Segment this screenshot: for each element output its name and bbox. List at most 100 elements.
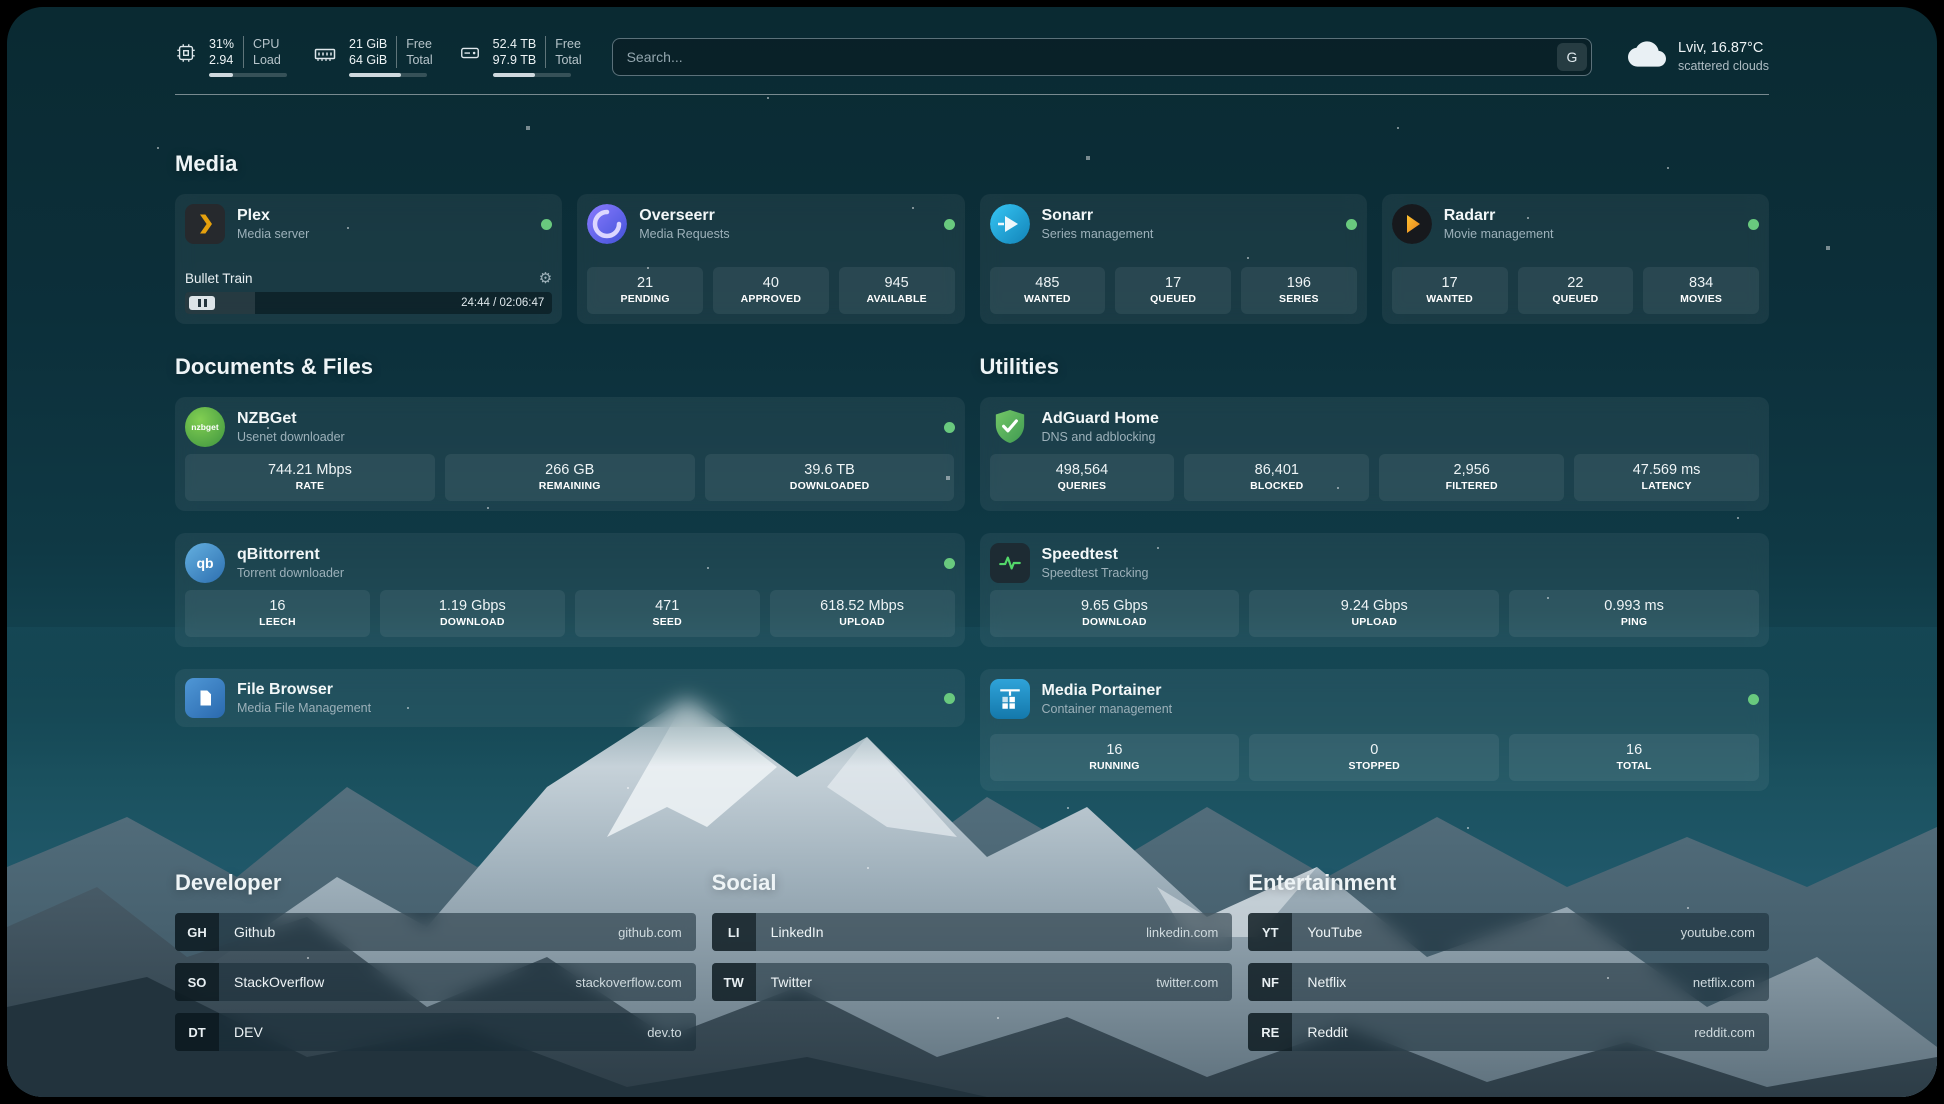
playback-time: 24:44 / 02:06:47 bbox=[461, 297, 545, 309]
pause-icon[interactable] bbox=[189, 296, 215, 310]
sonarr-stat-wanted: 485 WANTED bbox=[989, 267, 1106, 314]
radarr-card[interactable]: Radarr Movie management 17 WANTED 22 QUE… bbox=[1381, 194, 1769, 324]
utilities-section-title: Utilities bbox=[979, 354, 1059, 379]
link-netflix[interactable]: NF Netflix netflix.com bbox=[1248, 963, 1769, 1001]
social-section-title: Social bbox=[711, 870, 777, 895]
link-youtube[interactable]: YT YouTube youtube.com bbox=[1248, 913, 1769, 951]
status-dot bbox=[1748, 693, 1759, 705]
disk-free-value: 52.4 TB bbox=[492, 37, 537, 51]
ram-free-label: Free bbox=[406, 37, 432, 51]
link-twitter[interactable]: TW Twitter twitter.com bbox=[711, 963, 1233, 1001]
nzbget-icon: nzbget bbox=[185, 407, 225, 447]
cloud-icon bbox=[1627, 35, 1666, 78]
sonarr-stat-queued: 17 QUEUED bbox=[1115, 267, 1231, 314]
top-bar: 31% 2.94 CPU Load bbox=[175, 7, 1769, 78]
app-name: AdGuard Home bbox=[1041, 410, 1159, 427]
adguard-card[interactable]: AdGuard Home DNS and adblocking 498,564 … bbox=[979, 397, 1769, 511]
qbittorrent-stat-download: 1.19 Gbps DOWNLOAD bbox=[379, 590, 565, 637]
qbittorrent-stat-leech: 16 LEECH bbox=[185, 590, 370, 637]
plex-progress-bar[interactable]: 24:44 / 02:06:47 bbox=[185, 292, 553, 314]
app-name: Overseerr bbox=[639, 207, 715, 224]
qbittorrent-icon: qb bbox=[185, 543, 225, 583]
plex-card[interactable]: Plex Media server Bullet Train ⚙ bbox=[175, 194, 563, 324]
app-name: Media Portainer bbox=[1041, 682, 1162, 699]
adguard-icon bbox=[990, 407, 1030, 447]
ram-total-value: 64 GiB bbox=[349, 53, 388, 67]
link-stackoverflow[interactable]: SO StackOverflow stackoverflow.com bbox=[175, 963, 696, 1001]
app-subtitle: Container management bbox=[1041, 702, 1173, 716]
radarr-icon bbox=[1391, 204, 1432, 244]
nzbget-stat-downloaded: 39.6 TB DOWNLOADED bbox=[704, 454, 955, 501]
radarr-stat-queued: 22 QUEUED bbox=[1517, 267, 1634, 314]
media-section-title: Media bbox=[175, 151, 238, 176]
link-github[interactable]: GH Github github.com bbox=[175, 913, 696, 951]
search-input[interactable] bbox=[611, 37, 1592, 76]
weather-condition: scattered clouds bbox=[1677, 59, 1769, 73]
speedtest-stat-ping: 0.993 ms PING bbox=[1509, 590, 1759, 637]
status-dot bbox=[541, 218, 553, 230]
linkedin-badge: LI bbox=[711, 913, 756, 951]
app-subtitle: Movie management bbox=[1443, 227, 1554, 241]
cpu-load-value: 2.94 bbox=[209, 53, 234, 67]
dashboard: 31% 2.94 CPU Load bbox=[7, 7, 1937, 1097]
app-name: Speedtest bbox=[1041, 546, 1118, 563]
section-developer: Developer GH Github github.com SO StackO… bbox=[175, 870, 696, 1051]
reddit-badge: RE bbox=[1248, 1013, 1293, 1051]
nzbget-card[interactable]: nzbget NZBGet Usenet downloader 744.21 M… bbox=[175, 397, 965, 511]
section-social: Social LI LinkedIn linkedin.com TW Twitt… bbox=[711, 870, 1233, 1051]
app-name: Plex bbox=[237, 207, 270, 224]
speedtest-stat-download: 9.65 Gbps DOWNLOAD bbox=[989, 590, 1240, 637]
gear-icon[interactable]: ⚙ bbox=[538, 270, 553, 287]
ram-progress-bar bbox=[349, 73, 427, 77]
cpu-load-label: Load bbox=[253, 53, 281, 67]
filebrowser-icon bbox=[185, 678, 225, 718]
link-reddit[interactable]: RE Reddit reddit.com bbox=[1248, 1013, 1769, 1051]
search-bar: G bbox=[611, 37, 1592, 76]
app-name: Sonarr bbox=[1041, 207, 1094, 224]
nzbget-stat-remaining: 266 GB REMAINING bbox=[444, 454, 695, 501]
speedtest-icon bbox=[989, 543, 1030, 583]
search-engine-button[interactable]: G bbox=[1556, 42, 1587, 71]
status-dot bbox=[943, 557, 955, 569]
ram-usage-widget: 21 GiB 64 GiB Free Total bbox=[313, 36, 433, 77]
system-metrics: 31% 2.94 CPU Load bbox=[175, 36, 582, 77]
github-badge: GH bbox=[175, 913, 219, 951]
portainer-icon bbox=[989, 679, 1030, 719]
weather-widget: Lviv, 16.87°C scattered clouds bbox=[1627, 35, 1769, 78]
app-subtitle: Media File Management bbox=[237, 701, 372, 715]
qbittorrent-stat-upload: 618.52 Mbps UPLOAD bbox=[769, 590, 955, 637]
link-linkedin[interactable]: LI LinkedIn linkedin.com bbox=[711, 913, 1233, 951]
app-subtitle: Speedtest Tracking bbox=[1041, 566, 1149, 580]
portainer-card[interactable]: Media Portainer Container management 16 … bbox=[979, 669, 1769, 791]
sonarr-card[interactable]: Sonarr Series management 485 WANTED 17 Q… bbox=[979, 194, 1367, 324]
netflix-badge: NF bbox=[1248, 963, 1293, 1001]
app-name: Radarr bbox=[1443, 207, 1496, 224]
status-dot bbox=[1345, 218, 1357, 230]
adguard-stat-queries: 498,564 QUERIES bbox=[989, 454, 1175, 501]
radarr-stat-wanted: 17 WANTED bbox=[1391, 267, 1508, 314]
filebrowser-card[interactable]: File Browser Media File Management bbox=[175, 669, 965, 727]
ram-total-label: Total bbox=[406, 53, 433, 67]
overseerr-stat-pending: 21 PENDING bbox=[587, 267, 703, 314]
app-subtitle: Media Requests bbox=[639, 227, 730, 241]
adguard-stat-blocked: 86,401 BLOCKED bbox=[1184, 454, 1370, 501]
ram-icon bbox=[313, 42, 337, 77]
link-dev[interactable]: DT DEV dev.to bbox=[175, 1013, 696, 1051]
app-name: File Browser bbox=[237, 681, 334, 698]
qbittorrent-card[interactable]: qb qBittorrent Torrent downloader 16 bbox=[175, 533, 965, 647]
overseerr-card[interactable]: Overseerr Media Requests 21 PENDING 40 A… bbox=[577, 194, 965, 324]
speedtest-card[interactable]: Speedtest Speedtest Tracking 9.65 Gbps D… bbox=[979, 533, 1769, 647]
sonarr-stat-series: 196 SERIES bbox=[1241, 267, 1357, 314]
portainer-stat-stopped: 0 STOPPED bbox=[1249, 734, 1500, 781]
disk-usage-widget: 52.4 TB 97.9 TB Free Total bbox=[459, 36, 582, 77]
disk-total-label: Total bbox=[555, 53, 582, 67]
cpu-icon bbox=[175, 42, 197, 77]
now-playing-title: Bullet Train bbox=[185, 271, 253, 286]
app-subtitle: Series management bbox=[1041, 227, 1154, 241]
nzbget-stat-rate: 744.21 Mbps RATE bbox=[185, 454, 435, 501]
app-name: NZBGet bbox=[237, 410, 297, 427]
sonarr-icon bbox=[989, 204, 1030, 244]
cpu-usage-widget: 31% 2.94 CPU Load bbox=[175, 36, 287, 77]
plex-now-playing: Bullet Train ⚙ 24:44 / 02:06:47 bbox=[185, 269, 553, 314]
status-dot bbox=[943, 421, 955, 433]
